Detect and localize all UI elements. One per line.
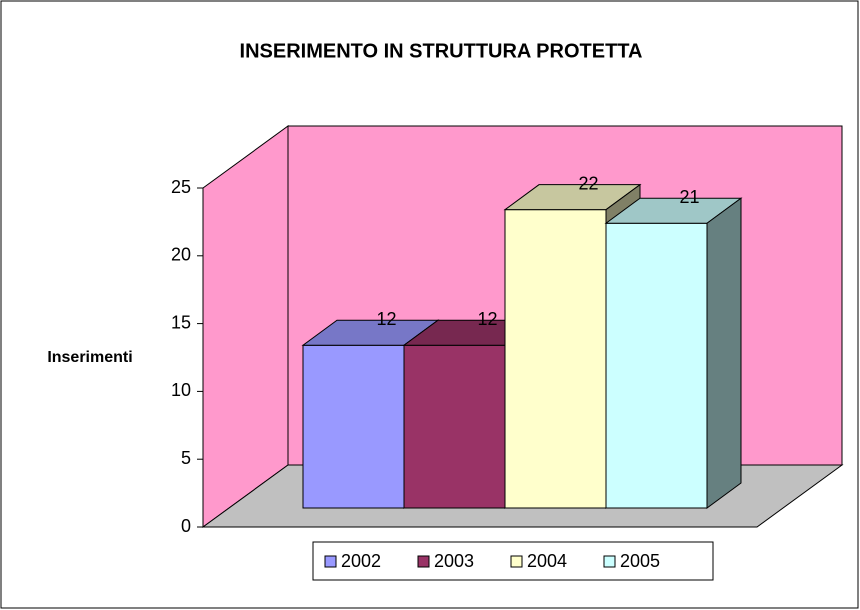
data-label: 21 xyxy=(679,187,699,207)
bar-front xyxy=(403,344,506,509)
legend-label: 2003 xyxy=(434,551,474,571)
bar-front xyxy=(605,222,708,509)
legend-swatch xyxy=(324,555,337,568)
y-tick-label: 15 xyxy=(171,312,191,332)
legend-swatch xyxy=(510,555,523,568)
bar-front xyxy=(302,344,405,509)
bar-side xyxy=(706,197,742,509)
y-tick-label: 0 xyxy=(181,516,191,536)
side-wall xyxy=(202,125,289,528)
data-label: 22 xyxy=(578,173,598,193)
chart-title: INSERIMENTO IN STRUTTURA PROTETTA xyxy=(240,40,643,62)
legend-swatch xyxy=(417,555,430,568)
legend-label: 2004 xyxy=(527,551,567,571)
y-axis-label: Inserimenti xyxy=(47,349,132,366)
y-tick-label: 20 xyxy=(171,245,191,265)
data-label: 12 xyxy=(477,309,497,329)
y-tick-label: 10 xyxy=(171,380,191,400)
legend-label: 2002 xyxy=(341,551,381,571)
legend-label: 2005 xyxy=(620,551,660,571)
y-tick-label: 5 xyxy=(181,448,191,468)
data-label: 12 xyxy=(376,309,396,329)
legend-swatch xyxy=(603,555,616,568)
bar-front xyxy=(504,209,607,509)
y-tick-label: 25 xyxy=(171,177,191,197)
